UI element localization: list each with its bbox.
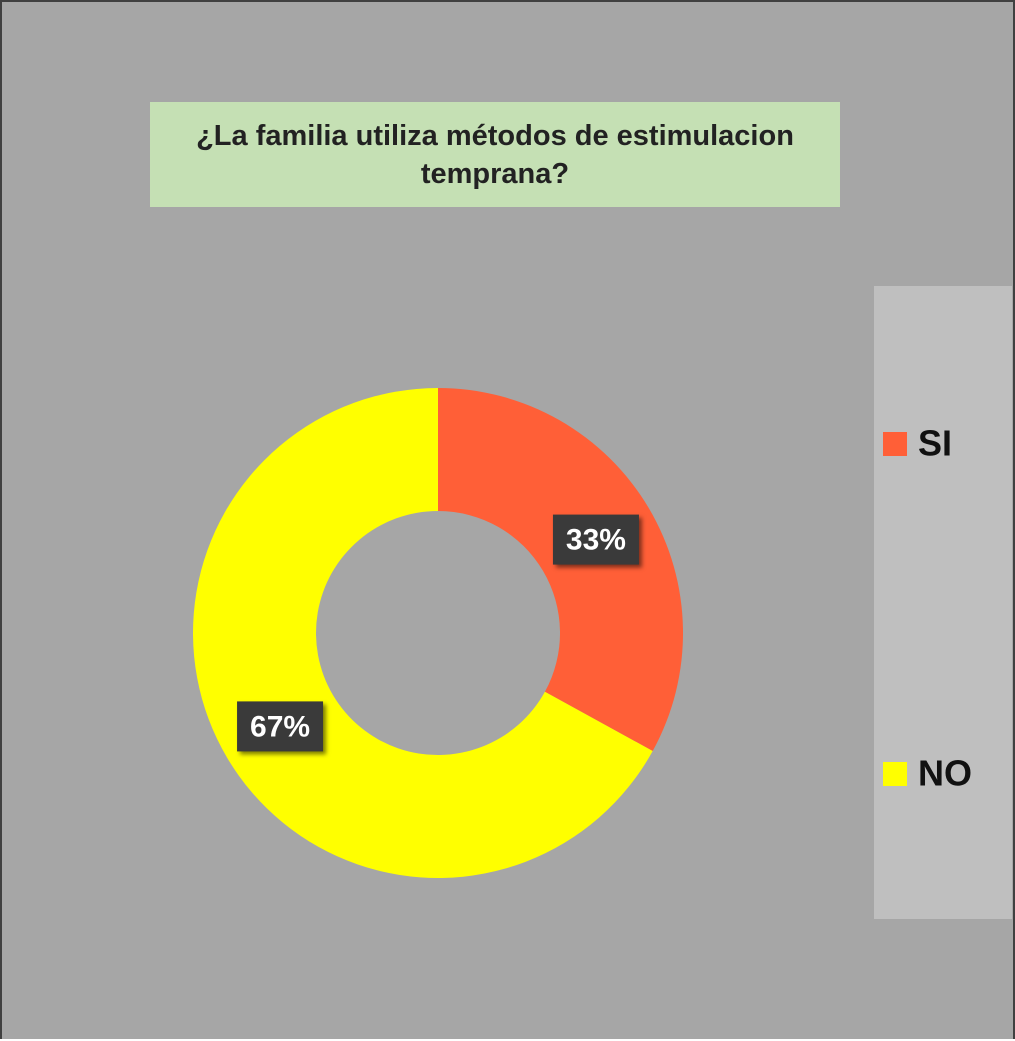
chart-title: ¿La familia utiliza métodos de estimulac… [150, 102, 840, 207]
data-label-box [237, 701, 324, 752]
legend-label: SI [918, 423, 952, 464]
legend [874, 286, 1012, 919]
legend-marker [883, 432, 907, 456]
donut-segment [192, 388, 653, 878]
legend-label: NO [918, 753, 972, 794]
legend-marker [883, 762, 907, 786]
data-label: 33% [566, 524, 626, 557]
donut-segment [438, 388, 683, 752]
data-label-box [552, 514, 639, 565]
data-label: 67% [250, 710, 310, 743]
